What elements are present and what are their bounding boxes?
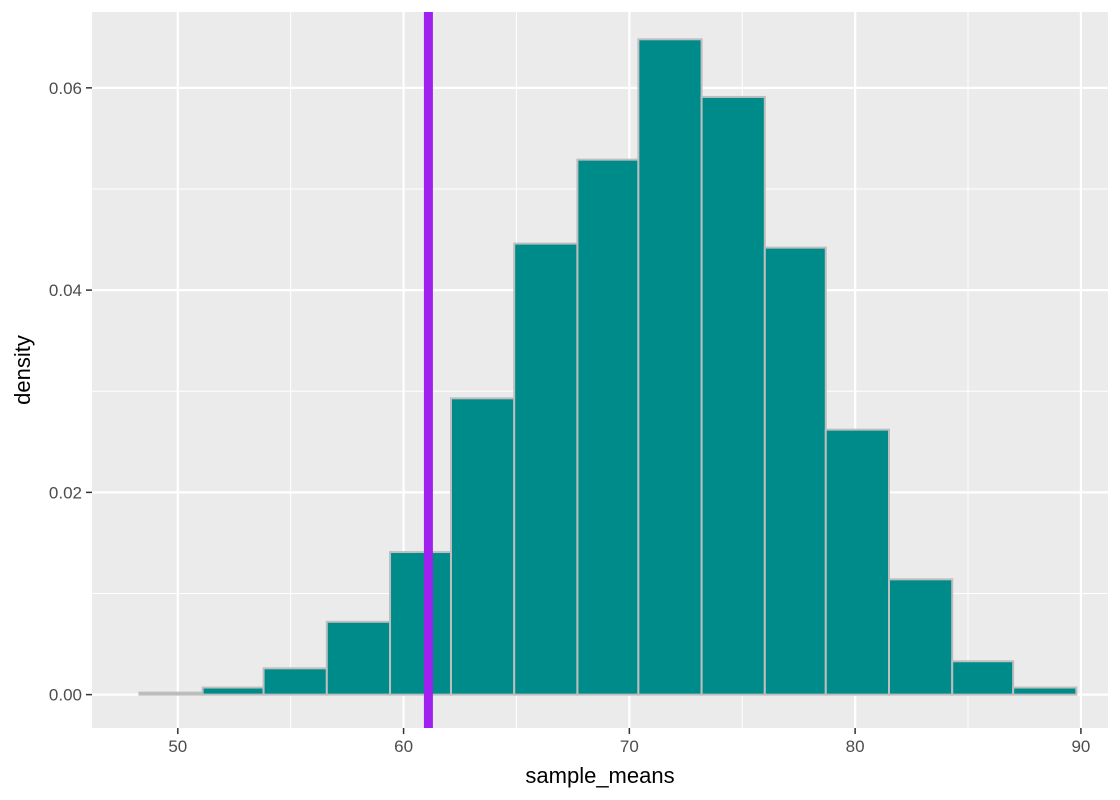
y-axis-title: density [10, 335, 35, 405]
histogram-bar-7 [513, 242, 579, 696]
y-tick-label: 0.02 [49, 483, 82, 502]
histogram-bars [138, 38, 1078, 696]
y-tick-label: 0.00 [49, 686, 82, 705]
histogram-bar-9 [637, 38, 703, 696]
histogram-bar-8 [576, 158, 640, 696]
histogram-bar-15 [1012, 686, 1078, 696]
histogram-bar-10 [700, 95, 766, 696]
histogram-bar-13 [887, 578, 954, 696]
x-tick-label: 80 [846, 737, 865, 756]
x-tick-label: 50 [168, 737, 187, 756]
histogram-bar-4 [325, 620, 392, 696]
y-tick-label: 0.06 [49, 79, 82, 98]
x-axis-title: sample_means [525, 763, 674, 788]
x-tick-label: 60 [394, 737, 413, 756]
histogram-bar-6 [449, 397, 516, 696]
x-tick-label: 70 [620, 737, 639, 756]
histogram-bar-5 [389, 551, 452, 696]
x-tick-label: 90 [1071, 737, 1090, 756]
histogram-bar-12 [824, 428, 890, 696]
x-axis: 50 60 70 80 90 [168, 728, 1090, 756]
y-axis: 0.00 0.02 0.04 0.06 [49, 79, 92, 705]
histogram-bar-11 [763, 246, 827, 696]
histogram-bar-2 [201, 686, 265, 696]
histogram-bar-3 [262, 667, 328, 696]
y-tick-label: 0.04 [49, 281, 82, 300]
histogram-bar-1 [138, 691, 204, 696]
histogram-bar-14 [951, 660, 1015, 696]
